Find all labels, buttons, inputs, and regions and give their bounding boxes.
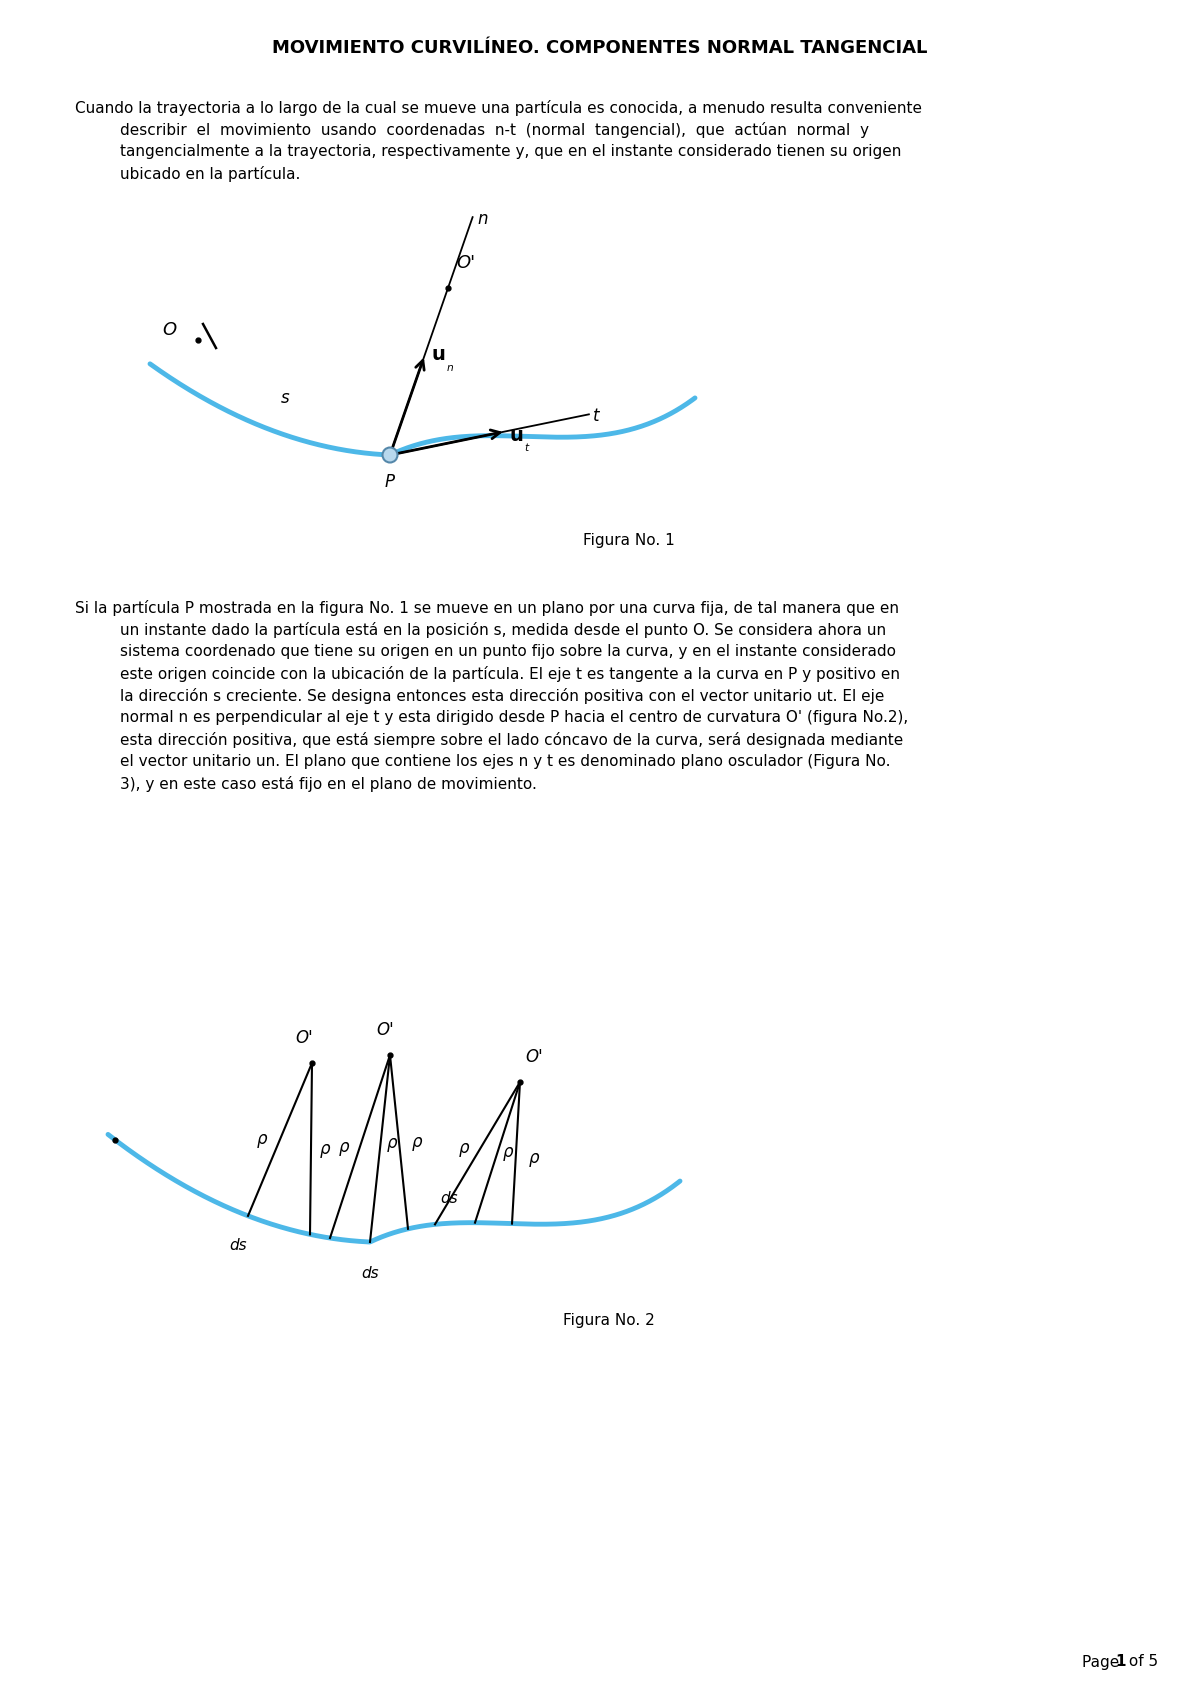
Text: ρ: ρ [503, 1144, 512, 1161]
Text: Figura No. 1: Figura No. 1 [583, 533, 674, 548]
Text: 1: 1 [1115, 1655, 1126, 1670]
Text: ρ: ρ [319, 1140, 330, 1157]
Text: Page: Page [1082, 1655, 1124, 1670]
Text: Si la partícula P mostrada en la figura No. 1 se mueve en un plano por una curva: Si la partícula P mostrada en la figura … [74, 601, 899, 616]
Text: ρ: ρ [458, 1139, 469, 1157]
Text: ds: ds [361, 1266, 379, 1281]
Text: Cuando la trayectoria a lo largo de la cual se mueve una partícula es conocida, : Cuando la trayectoria a lo largo de la c… [74, 100, 922, 115]
Text: Figura No. 2: Figura No. 2 [563, 1312, 655, 1327]
Text: n: n [478, 210, 488, 227]
Text: ubicado en la partícula.: ubicado en la partícula. [120, 166, 300, 182]
Text: esta dirección positiva, que está siempre sobre el lado cóncavo de la curva, ser: esta dirección positiva, que está siempr… [120, 731, 904, 748]
Text: normal n es perpendicular al eje t y esta dirigido desde P hacia el centro de cu: normal n es perpendicular al eje t y est… [120, 709, 908, 725]
Text: describir  el  movimiento  usando  coordenadas  n-t  (normal  tangencial),  que : describir el movimiento usando coordenad… [120, 122, 869, 137]
Circle shape [383, 448, 397, 463]
Text: ρ: ρ [338, 1137, 349, 1156]
Text: la dirección s creciente. Se designa entonces esta dirección positiva con el vec: la dirección s creciente. Se designa ent… [120, 687, 884, 704]
Text: O': O' [295, 1028, 313, 1047]
Text: ρ: ρ [529, 1149, 539, 1168]
Text: s: s [281, 389, 289, 407]
Text: este origen coincide con la ubicación de la partícula. El eje t es tangente a la: este origen coincide con la ubicación de… [120, 665, 900, 682]
Text: ρ: ρ [386, 1135, 397, 1152]
Text: O': O' [376, 1022, 394, 1039]
Text: of 5: of 5 [1124, 1655, 1158, 1670]
Text: 3), y en este caso está fijo en el plano de movimiento.: 3), y en este caso está fijo en el plano… [120, 776, 536, 792]
Text: MOVIMIENTO CURVILÍNEO. COMPONENTES NORMAL TANGENCIAL: MOVIMIENTO CURVILÍNEO. COMPONENTES NORMA… [272, 39, 928, 58]
Text: $_t$: $_t$ [523, 440, 530, 453]
Text: ρ: ρ [257, 1130, 268, 1149]
Text: $_n$: $_n$ [446, 360, 454, 375]
Text: O: O [162, 321, 176, 339]
Text: $\mathbf{u}$: $\mathbf{u}$ [431, 344, 445, 365]
Text: P: P [385, 473, 395, 490]
Text: $\mathbf{u}$: $\mathbf{u}$ [509, 426, 523, 445]
Text: tangencialmente a la trayectoria, respectivamente y, que en el instante consider: tangencialmente a la trayectoria, respec… [120, 144, 901, 160]
Text: ρ: ρ [412, 1134, 422, 1151]
Text: ds: ds [229, 1237, 247, 1252]
Text: t: t [593, 407, 599, 426]
Text: un instante dado la partícula está en la posición s, medida desde el punto O. Se: un instante dado la partícula está en la… [120, 623, 886, 638]
Text: O': O' [526, 1049, 542, 1066]
Text: O': O' [456, 255, 475, 272]
Text: ds: ds [440, 1191, 457, 1207]
Text: sistema coordenado que tiene su origen en un punto fijo sobre la curva, y en el : sistema coordenado que tiene su origen e… [120, 643, 896, 658]
Text: el vector unitario un. El plano que contiene los ejes n y t es denominado plano : el vector unitario un. El plano que cont… [120, 753, 890, 769]
